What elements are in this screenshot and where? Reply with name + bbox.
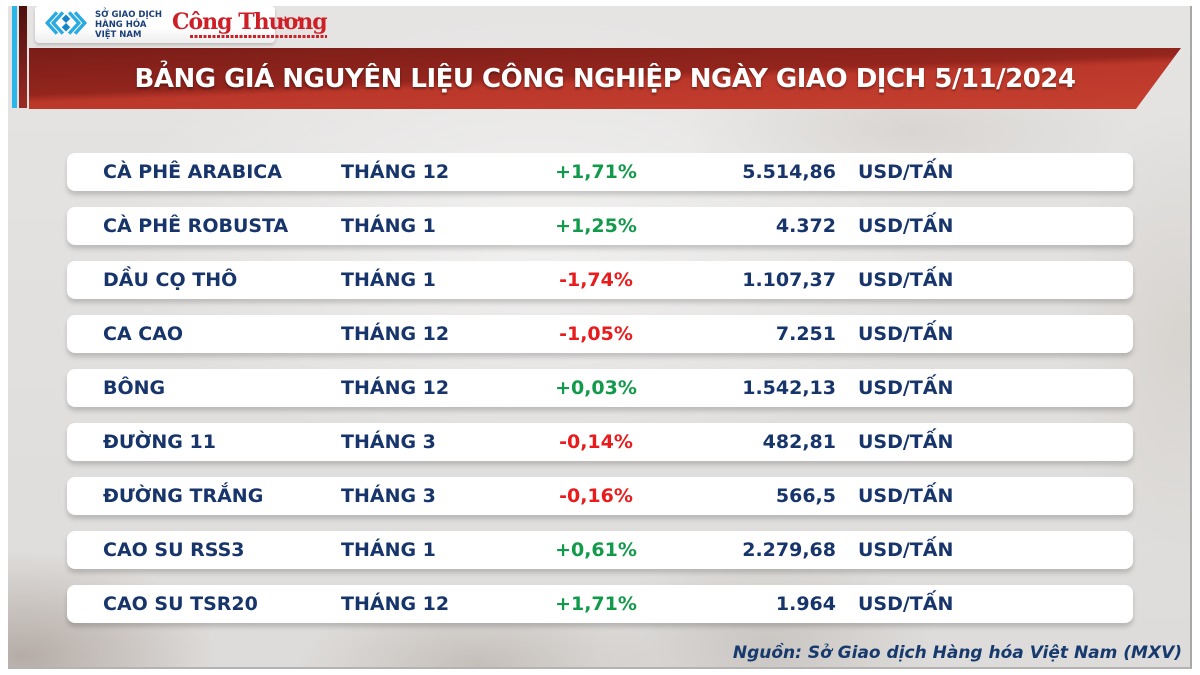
commodity-name: CAO SU TSR20: [103, 593, 258, 615]
maroon-accent-stripe: [19, 6, 27, 108]
table-row: CAO SU RSS3 THÁNG 1 +0,61% 2.279,68 USD/…: [67, 531, 1133, 569]
page-title: BẢNG GIÁ NGUYÊN LIỆU CÔNG NGHIỆP NGÀY GI…: [134, 63, 1076, 94]
price-value: 1.107,37: [742, 269, 836, 291]
change-percent: -1,05%: [559, 323, 633, 345]
commodity-name: ĐƯỜNG TRẮNG: [103, 485, 264, 507]
table-row: DẦU CỌ THÔ THÁNG 1 -1,74% 1.107,37 USD/T…: [67, 261, 1133, 299]
price-unit: USD/TẤN: [858, 323, 954, 345]
price-value: 566,5: [775, 485, 836, 507]
change-percent: +1,71%: [555, 593, 637, 615]
commodity-name: CÀ PHÊ ARABICA: [103, 161, 282, 183]
contract-month: THÁNG 1: [341, 215, 436, 237]
contract-month: THÁNG 3: [341, 485, 436, 507]
change-percent: -1,74%: [559, 269, 633, 291]
price-table: CÀ PHÊ ARABICA THÁNG 12 +1,71% 5.514,86 …: [67, 153, 1133, 639]
change-percent: +0,61%: [555, 539, 637, 561]
source-note: Nguồn: Sở Giao dịch Hàng hóa Việt Nam (M…: [732, 643, 1182, 663]
commodity-name: DẦU CỌ THÔ: [103, 269, 238, 291]
mxv-logo-text: SỞ GIAO DỊCH HÀNG HÓA VIỆT NAM: [95, 10, 162, 40]
cyan-accent-stripe: [12, 6, 17, 108]
price-value: 482,81: [762, 431, 836, 453]
mxv-logo-line: VIỆT NAM: [95, 29, 142, 40]
change-percent: -0,14%: [559, 431, 633, 453]
price-unit: USD/TẤN: [858, 593, 954, 615]
commodity-name: CÀ PHÊ ROBUSTA: [103, 215, 289, 237]
price-unit: USD/TẤN: [858, 215, 954, 237]
price-unit: USD/TẤN: [858, 431, 954, 453]
congthuong-logo: Công Thương: [171, 9, 328, 38]
price-value: 5.514,86: [742, 161, 836, 183]
table-row: CA CAO THÁNG 12 -1,05% 7.251 USD/TẤN: [67, 315, 1133, 353]
table-row: ĐƯỜNG 11 THÁNG 3 -0,14% 482,81 USD/TẤN: [67, 423, 1133, 461]
mxv-logo-icon: [43, 10, 89, 40]
infographic-canvas: SỞ GIAO DỊCH HÀNG HÓA VIỆT NAM Công Thươ…: [8, 6, 1192, 669]
price-unit: USD/TẤN: [858, 377, 954, 399]
price-unit: USD/TẤN: [858, 539, 954, 561]
table-row: CÀ PHÊ ROBUSTA THÁNG 1 +1,25% 4.372 USD/…: [67, 207, 1133, 245]
change-percent: +0,03%: [555, 377, 637, 399]
contract-month: THÁNG 12: [341, 593, 450, 615]
table-row: CÀ PHÊ ARABICA THÁNG 12 +1,71% 5.514,86 …: [67, 153, 1133, 191]
table-row: CAO SU TSR20 THÁNG 12 +1,71% 1.964 USD/T…: [67, 585, 1133, 623]
title-banner: BẢNG GIÁ NGUYÊN LIỆU CÔNG NGHIỆP NGÀY GI…: [29, 48, 1181, 109]
contract-month: THÁNG 12: [341, 323, 450, 345]
congthuong-logo-text: Công Thương: [171, 9, 328, 35]
commodity-name: CAO SU RSS3: [103, 539, 245, 561]
table-row: ĐƯỜNG TRẮNG THÁNG 3 -0,16% 566,5 USD/TẤN: [67, 477, 1133, 515]
commodity-name: ĐƯỜNG 11: [103, 431, 216, 453]
price-unit: USD/TẤN: [858, 485, 954, 507]
price-unit: USD/TẤN: [858, 269, 954, 291]
contract-month: THÁNG 12: [341, 161, 450, 183]
mxv-logo-line: SỞ GIAO DỊCH: [95, 9, 162, 20]
contract-month: THÁNG 3: [341, 431, 436, 453]
price-unit: USD/TẤN: [858, 161, 954, 183]
mxv-logo-line: HÀNG HÓA: [95, 19, 147, 30]
contract-month: THÁNG 1: [341, 269, 436, 291]
price-value: 2.279,68: [742, 539, 836, 561]
price-value: 1.542,13: [742, 377, 836, 399]
price-value: 4.372: [775, 215, 836, 237]
change-percent: +1,71%: [555, 161, 637, 183]
change-percent: -0,16%: [559, 485, 633, 507]
table-row: BÔNG THÁNG 12 +0,03% 1.542,13 USD/TẤN: [67, 369, 1133, 407]
logo-bar: SỞ GIAO DỊCH HÀNG HÓA VIỆT NAM Công Thươ…: [35, 6, 328, 43]
contract-month: THÁNG 1: [341, 539, 436, 561]
commodity-name: CA CAO: [103, 323, 184, 345]
change-percent: +1,25%: [555, 215, 637, 237]
price-value: 7.251: [775, 323, 836, 345]
congthuong-tagline-decoration: [189, 35, 327, 38]
price-value: 1.964: [775, 593, 836, 615]
contract-month: THÁNG 12: [341, 377, 450, 399]
commodity-name: BÔNG: [103, 377, 166, 399]
